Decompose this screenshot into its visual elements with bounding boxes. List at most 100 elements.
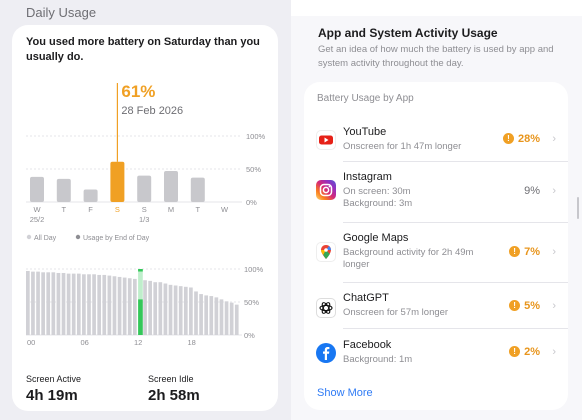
level-bar <box>153 282 158 335</box>
activity-usage-subtitle: Get an idea of how much the battery is u… <box>318 44 554 69</box>
legend-usage-end: Usage by End of Day <box>83 235 150 242</box>
legend-all-day-dot <box>26 234 32 240</box>
level-bar <box>178 286 183 335</box>
charging-range <box>138 269 143 300</box>
charging-top-marker <box>138 269 143 272</box>
level-bar <box>209 296 214 335</box>
screen-idle-label: Screen Idle <box>148 374 194 384</box>
daily-x-tick: M <box>168 205 174 214</box>
daily-x-tick: S <box>115 205 120 214</box>
daily-bar <box>137 175 152 202</box>
highlight-date: 28 Feb 2026 <box>121 105 183 117</box>
daily-bar <box>190 177 205 202</box>
level-bar <box>189 287 193 335</box>
screen-idle-stat: Screen Idle 2h 58m <box>148 374 200 404</box>
level-bar <box>168 284 173 335</box>
daily-y-tick: 0% <box>246 198 257 207</box>
usage-headline: You used more battery on Saturday than y… <box>26 36 260 63</box>
warning-icon: ! <box>502 133 514 144</box>
chevron-right-icon: › <box>552 133 556 145</box>
daily-x-tick: F <box>88 205 93 214</box>
level-bar <box>183 286 188 335</box>
right-top-strip <box>291 0 582 16</box>
app-row-google-maps[interactable]: Google Maps Background activity for 2h 4… <box>304 227 568 283</box>
app-desc: On screen: 30m Background: 3m <box>343 186 413 209</box>
app-row-chatgpt[interactable]: ChatGPT Onscreen for 57m longer ! 5% › <box>304 287 568 333</box>
legend-all-day: All Day <box>34 235 57 242</box>
app-percent: ! 5% <box>509 300 540 312</box>
google-maps-icon <box>316 242 336 262</box>
activity-usage-title: App and System Activity Usage <box>318 26 498 40</box>
daily-y-tick: 100% <box>246 132 266 141</box>
daily-x-tick: W <box>221 205 229 214</box>
divider <box>343 222 568 223</box>
app-percent: 9% <box>524 185 540 197</box>
level-y-tick: 50% <box>244 298 259 307</box>
level-bar <box>31 271 35 335</box>
level-bar <box>51 272 56 335</box>
level-bar <box>133 278 137 335</box>
level-bar <box>41 272 45 335</box>
level-bar <box>163 283 168 335</box>
daily-x-sublabel: 1/3 <box>139 215 149 224</box>
app-name: Google Maps <box>343 232 409 244</box>
warning-icon: ! <box>509 346 521 357</box>
divider <box>343 328 568 329</box>
screen-active-label: Screen Active <box>26 374 82 384</box>
show-more-link[interactable]: Show More <box>317 387 373 399</box>
level-bar <box>71 273 76 335</box>
screen-active-stat: Screen Active 4h 19m <box>26 374 81 404</box>
daily-y-tick: 50% <box>246 165 261 174</box>
app-percent: ! 2% <box>509 346 540 358</box>
app-desc: Onscreen for 1h 47m longer <box>343 141 462 152</box>
daily-x-tick: W <box>33 205 41 214</box>
chevron-right-icon: › <box>552 246 556 258</box>
daily-bar <box>30 176 44 202</box>
level-bar <box>82 274 86 335</box>
daily-bar <box>83 189 98 202</box>
level-bar <box>26 270 30 335</box>
warning-icon: ! <box>509 246 521 257</box>
app-row-facebook[interactable]: Facebook Background: 1m ! 2% › <box>304 334 568 380</box>
app-desc: Background: 1m <box>343 354 413 365</box>
facebook-icon <box>316 343 336 363</box>
level-bar <box>173 285 178 335</box>
level-bar <box>46 272 51 335</box>
level-bar <box>87 274 91 335</box>
level-bar <box>224 301 229 335</box>
battery-usage-by-app-card: Battery Usage by App YouTube Onscreen fo… <box>304 82 568 410</box>
app-name: YouTube <box>343 126 387 138</box>
daily-usage-charts[interactable]: 100%50%0%W25/2T F S S1/3M T W61%28 Feb 2026Al… <box>12 25 278 411</box>
app-name: Instagram <box>343 171 392 183</box>
level-x-tick: 18 <box>188 338 196 347</box>
daily-x-sublabel: 25/2 <box>30 215 45 224</box>
app-desc: Background activity for 2h 49m longer <box>343 247 474 270</box>
level-bar <box>148 280 152 335</box>
youtube-icon <box>316 130 336 150</box>
list-header: Battery Usage by App <box>317 93 414 104</box>
level-x-tick: 06 <box>81 338 89 347</box>
level-bar <box>127 278 132 335</box>
app-row-instagram[interactable]: Instagram On screen: 30m Background: 3m … <box>304 166 568 222</box>
daily-x-tick: T <box>196 205 201 214</box>
app-name: Facebook <box>343 339 392 351</box>
chevron-right-icon: › <box>552 185 556 197</box>
daily-x-tick: T <box>62 205 67 214</box>
level-bar <box>76 273 81 335</box>
daily-x-tick: S <box>142 205 147 214</box>
highlight-percent: 61% <box>121 82 155 101</box>
app-name: ChatGPT <box>343 292 389 304</box>
app-desc: Onscreen for 57m longer <box>343 307 449 318</box>
level-bar <box>229 302 234 335</box>
scrollbar[interactable] <box>577 197 579 219</box>
app-row-youtube[interactable]: YouTube Onscreen for 1h 47m longer ! 28% … <box>304 120 568 168</box>
level-bar <box>107 275 112 335</box>
level-bar <box>234 304 239 335</box>
level-bar <box>66 273 71 335</box>
level-bar <box>143 280 147 335</box>
level-bar <box>117 276 122 335</box>
level-bar <box>219 299 224 335</box>
level-bar <box>158 282 163 335</box>
section-title-daily-usage: Daily Usage <box>26 5 97 20</box>
divider <box>343 282 568 283</box>
